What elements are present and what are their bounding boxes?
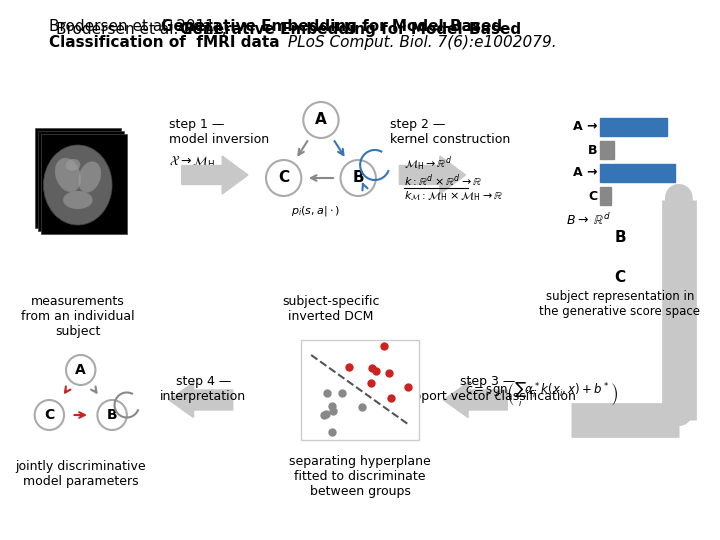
- Ellipse shape: [78, 161, 101, 192]
- FancyArrow shape: [181, 156, 248, 194]
- Text: B: B: [588, 144, 598, 157]
- Circle shape: [35, 400, 64, 430]
- Text: subject-specific
inverted DCM: subject-specific inverted DCM: [282, 295, 379, 323]
- Text: Brodersen et al. 2011,: Brodersen et al. 2011,: [49, 19, 225, 34]
- Text: $\mathcal{M}_\mathrm{H} \rightarrow \mathbb{R}^d$: $\mathcal{M}_\mathrm{H} \rightarrow \mat…: [404, 155, 452, 173]
- Text: C: C: [614, 270, 626, 285]
- Text: subject representation in
the generative score space: subject representation in the generative…: [539, 290, 701, 318]
- Text: $k_\mathcal{M}: \mathcal{M}_\mathrm{H} \times \mathcal{M}_\mathrm{H} \rightarrow: $k_\mathcal{M}: \mathcal{M}_\mathrm{H} \…: [404, 190, 503, 203]
- FancyBboxPatch shape: [37, 131, 124, 231]
- Text: separating hyperplane
fitted to discriminate
between groups: separating hyperplane fitted to discrimi…: [289, 455, 431, 498]
- Text: $B \rightarrow \  \mathbb{R}^d$: $B \rightarrow \ \mathbb{R}^d$: [566, 212, 611, 228]
- Text: C: C: [278, 171, 289, 186]
- Circle shape: [341, 160, 376, 196]
- Text: Classification of  fMRI data: Classification of fMRI data: [49, 35, 279, 50]
- Text: $\hat{c} = \text{sgn}\left(\sum_i \alpha_i^* k(x_i, x) + b^*\right)$: $\hat{c} = \text{sgn}\left(\sum_i \alpha…: [465, 381, 618, 409]
- Text: B: B: [107, 408, 117, 422]
- Text: step 3 —
support vector classification: step 3 — support vector classification: [399, 375, 576, 403]
- Text: A →: A →: [573, 166, 598, 179]
- Circle shape: [66, 355, 96, 385]
- Text: C: C: [588, 190, 598, 202]
- Text: Generative Embedding for Model-Based: Generative Embedding for Model-Based: [161, 19, 502, 34]
- Text: C: C: [44, 408, 55, 422]
- Bar: [600, 164, 675, 182]
- Circle shape: [97, 400, 127, 430]
- Text: Generative Embedding for Model-Based: Generative Embedding for Model-Based: [180, 22, 521, 37]
- Text: jointly discriminative
model parameters: jointly discriminative model parameters: [15, 460, 146, 488]
- Text: PLoS Comput. Biol. 7(6):e1002079.: PLoS Comput. Biol. 7(6):e1002079.: [283, 35, 557, 50]
- Bar: [600, 141, 613, 159]
- FancyArrow shape: [400, 156, 466, 194]
- Text: $\mathcal{X} \rightarrow \mathcal{M}_\mathrm{H}$: $\mathcal{X} \rightarrow \mathcal{M}_\ma…: [169, 155, 215, 170]
- Text: A: A: [76, 363, 86, 377]
- Circle shape: [303, 102, 338, 138]
- FancyBboxPatch shape: [35, 128, 121, 228]
- Text: A: A: [315, 112, 327, 127]
- FancyBboxPatch shape: [40, 134, 127, 234]
- Text: B: B: [614, 230, 626, 245]
- Ellipse shape: [55, 158, 81, 192]
- Bar: [600, 118, 667, 136]
- Text: step 1 —
model inversion: step 1 — model inversion: [169, 118, 269, 146]
- FancyArrow shape: [444, 382, 507, 417]
- Text: $p_i(s, a | \cdot)$: $p_i(s, a | \cdot)$: [292, 204, 341, 218]
- Bar: [600, 187, 611, 205]
- Ellipse shape: [43, 145, 112, 225]
- Text: $k: \mathbb{R}^d \times \mathbb{R}^d \rightarrow \mathbb{R}$: $k: \mathbb{R}^d \times \mathbb{R}^d \ri…: [404, 172, 483, 188]
- FancyArrow shape: [169, 382, 233, 417]
- Ellipse shape: [66, 159, 80, 171]
- Circle shape: [266, 160, 302, 196]
- Text: B: B: [352, 171, 364, 186]
- Text: Brodersen et al. 2011,: Brodersen et al. 2011,: [56, 22, 232, 37]
- Text: step 4 —
interpretation: step 4 — interpretation: [161, 375, 246, 403]
- Text: step 2 —
kernel construction: step 2 — kernel construction: [390, 118, 510, 146]
- FancyBboxPatch shape: [302, 340, 419, 440]
- Text: measurements
from an individual
subject: measurements from an individual subject: [21, 295, 135, 338]
- Ellipse shape: [63, 191, 92, 209]
- Text: A →: A →: [573, 120, 598, 133]
